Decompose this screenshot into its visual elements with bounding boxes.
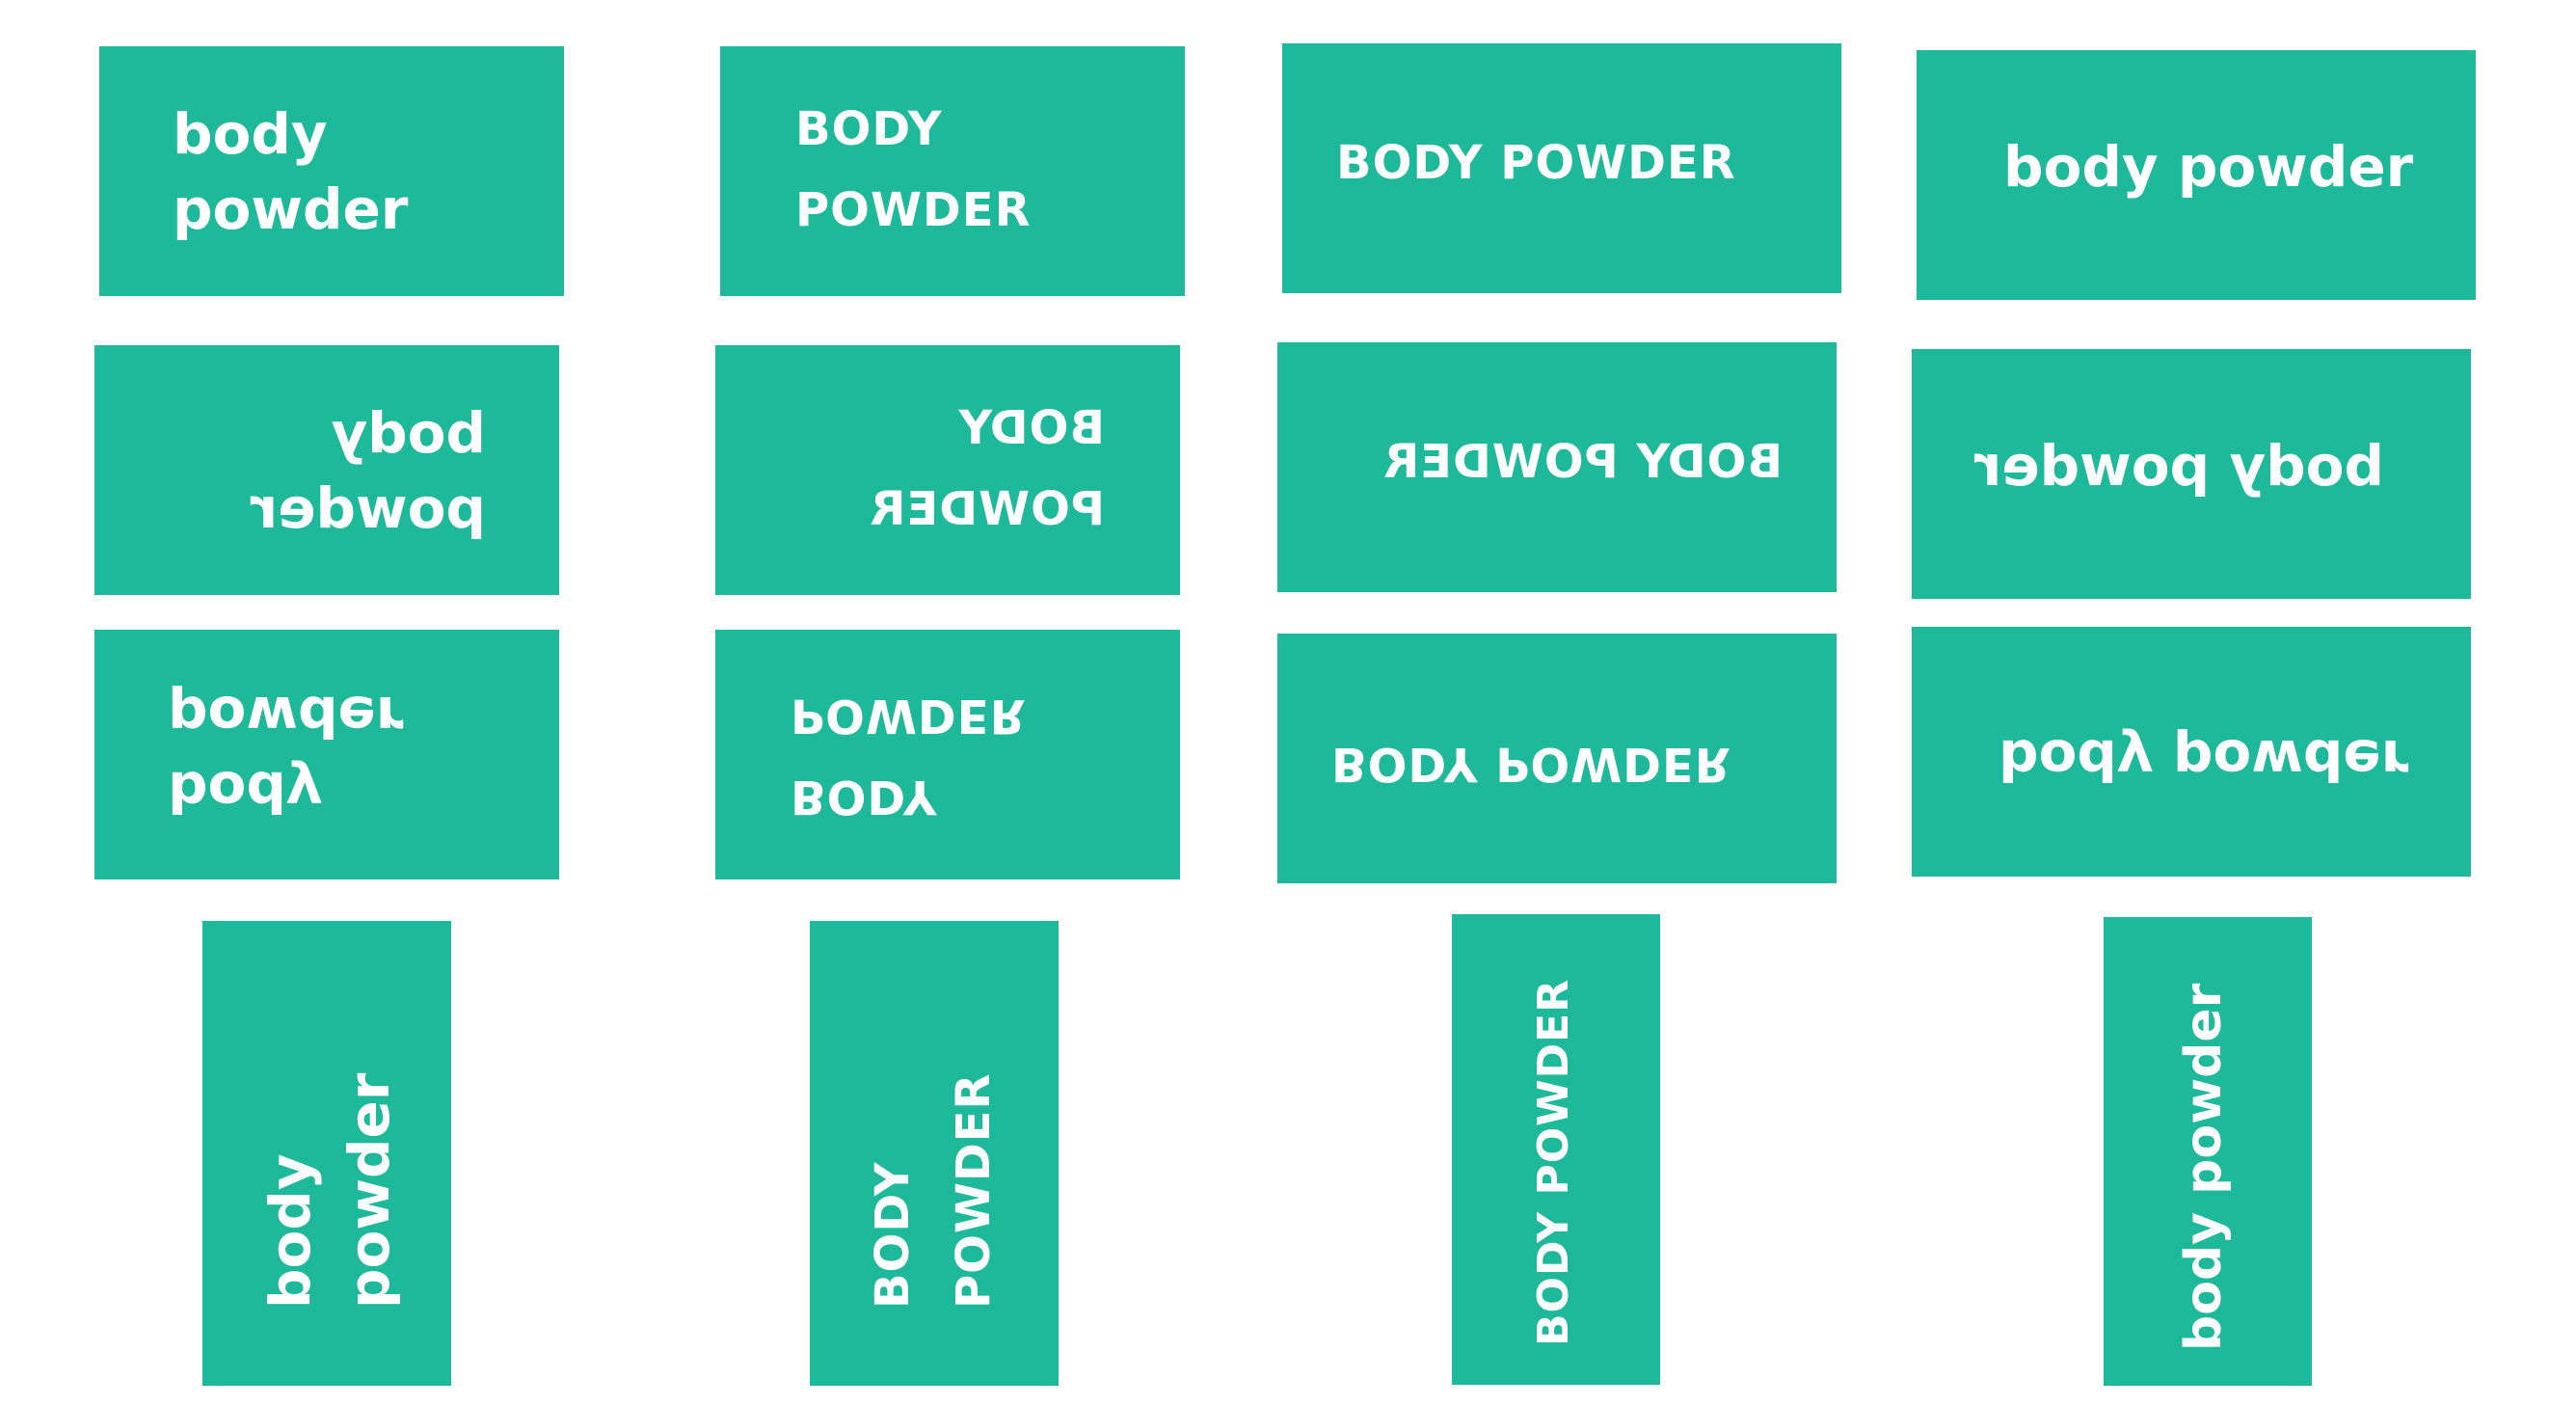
label-line-2: POWDER [947, 1072, 1001, 1309]
label-card-uppercase-one-line-mirrored: BODY POWDER [1277, 342, 1837, 592]
label-card-uppercase-one-line-vertical: BODY POWDER [1452, 914, 1660, 1385]
label-text: BODY POWDER [1382, 435, 1783, 489]
label-line-1: body [173, 101, 328, 167]
label-line-1: BODY [791, 770, 938, 824]
mirror-wrapper: BODY POWDER [1277, 342, 1837, 592]
rotate-wrapper: body powder [202, 921, 451, 1386]
label-card-uppercase-one-line: BODY POWDER [1282, 43, 1841, 293]
label-line-2: POWDER [791, 689, 1027, 743]
label-line-1: BODY [957, 401, 1106, 455]
label-card-lowercase-one-line-vertical: body powder [2104, 917, 2312, 1386]
label-card-lowercase-two-line-flipped: body powder [94, 630, 559, 879]
label-text: BODY POWDER [1331, 737, 1731, 791]
label-text: body powder [2003, 134, 2414, 200]
mirror-wrapper: body powder [1912, 349, 2471, 599]
label-line-2: POWDER [795, 183, 1032, 237]
label-line-2: powder [173, 176, 409, 242]
label-line-1: BODY [866, 1161, 920, 1310]
label-line-2: powder [336, 1072, 402, 1309]
label-line-2: powder [168, 684, 404, 749]
label-line-1: body [168, 759, 323, 825]
label-line-2: POWDER [869, 482, 1105, 536]
mirror-wrapper: body powder [94, 345, 559, 595]
label-line-1: body [331, 400, 486, 466]
mirror-wrapper: BODY POWDER [715, 345, 1180, 595]
label-card-uppercase-one-line-flipped: BODY POWDER [1277, 634, 1837, 883]
flip-wrapper: BODY POWDER [1277, 634, 1837, 883]
label-text: BODY POWDER [1336, 136, 1736, 190]
label-text: body powder [2175, 983, 2233, 1351]
label-card-lowercase-two-line-mirrored: body powder [94, 345, 559, 595]
label-card-lowercase-one-line-flipped: body powder [1912, 627, 2471, 877]
flip-wrapper: body powder [1912, 627, 2471, 877]
label-line-1: BODY [795, 102, 943, 156]
rotate-wrapper: BODY POWDER [810, 921, 1059, 1386]
label-text: BODY POWDER [1529, 978, 1578, 1346]
label-line-1: body [257, 1153, 323, 1309]
label-card-lowercase-one-line-mirrored: body powder [1912, 349, 2471, 599]
label-card-uppercase-two-line-vertical: BODY POWDER [810, 921, 1059, 1386]
label-card-lowercase-two-line-vertical: body powder [202, 921, 451, 1386]
label-line-2: powder [250, 475, 486, 541]
label-card-lowercase-one-line: body powder [1917, 50, 2476, 300]
flip-wrapper: BODY POWDER [715, 630, 1180, 879]
label-card-uppercase-two-line: BODY POWDER [720, 46, 1185, 296]
label-text: body powder [1999, 727, 2409, 793]
label-text: body powder [1973, 433, 2384, 499]
rotate-wrapper: body powder [2104, 917, 2312, 1386]
label-card-uppercase-two-line-flipped: BODY POWDER [715, 630, 1180, 879]
label-card-lowercase-two-line: body powder [99, 46, 564, 296]
label-card-uppercase-two-line-mirrored: BODY POWDER [715, 345, 1180, 595]
rotate-wrapper: BODY POWDER [1452, 914, 1660, 1385]
flip-wrapper: body powder [94, 630, 559, 879]
